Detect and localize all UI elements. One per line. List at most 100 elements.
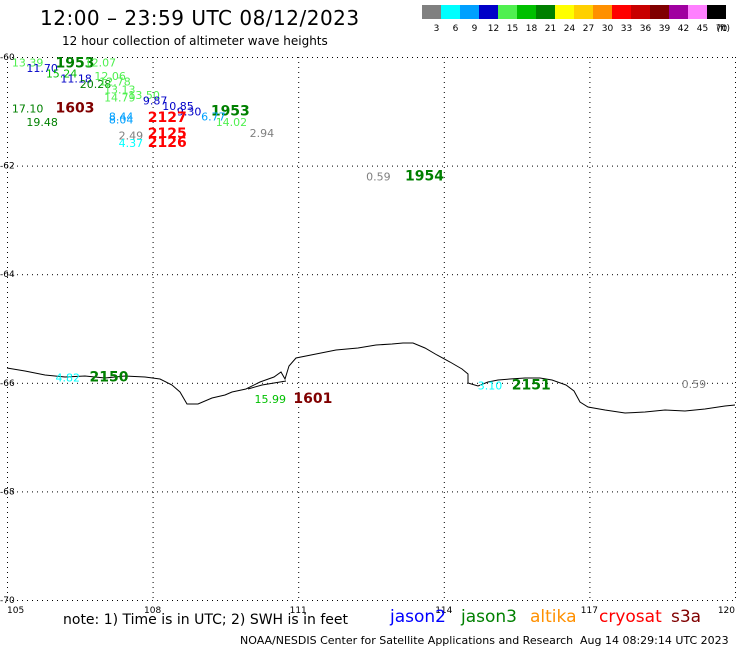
wave-height-value: 15.24 xyxy=(46,67,78,80)
scale-label-30: 30 xyxy=(602,24,614,34)
footer-note: note: 1) Time is in UTC; 2) SWH is in fe… xyxy=(63,612,349,628)
lat-tick-label: -60 xyxy=(0,53,15,63)
footer-credit: NOAA/NESDIS Center for Satellite Applica… xyxy=(240,634,574,647)
wave-height-value: 13.39 xyxy=(12,56,44,69)
scale-swatch-42 xyxy=(669,5,688,19)
lon-tick-label: 117 xyxy=(581,606,598,616)
wave-height-value: 13.50 xyxy=(128,89,160,102)
antarctic-coastline xyxy=(6,342,736,414)
wave-height-value: 12.07 xyxy=(85,56,117,69)
wave-height-value: 9.30 xyxy=(177,105,202,118)
pass-time-label: 2150 xyxy=(90,369,129,385)
page-subtitle: 12 hour collection of altimeter wave hei… xyxy=(62,34,328,48)
wave-height-value: 0.59 xyxy=(682,378,707,391)
lat-lon-grid xyxy=(7,57,736,601)
scale-label-33: 33 xyxy=(621,24,632,34)
scale-swatch-18 xyxy=(517,5,536,19)
wave-height-value: 9.87 xyxy=(143,94,168,107)
lat-tick-label: -66 xyxy=(0,379,15,389)
scale-label-42: 42 xyxy=(678,24,689,34)
wave-height-value: 4.37 xyxy=(119,137,144,150)
pass-time-label: 1601 xyxy=(293,391,332,407)
scale-swatch-30 xyxy=(593,5,612,19)
pass-time-label: 2151 xyxy=(512,378,551,394)
scale-swatch-6 xyxy=(441,5,460,19)
scale-label-6: 6 xyxy=(453,24,459,34)
lat-tick-label: -64 xyxy=(0,270,15,280)
scale-label-12: 12 xyxy=(488,24,499,34)
wave-height-value: 11.70 xyxy=(26,62,58,75)
scale-label-18: 18 xyxy=(526,24,538,34)
page-title: 12:00 – 23:59 UTC 08/12/2023 xyxy=(40,6,360,30)
scale-swatch-3 xyxy=(422,5,441,19)
wave-height-value: 3.10 xyxy=(478,380,503,393)
coastline-inlet xyxy=(247,380,287,390)
wave-height-value: 10.85 xyxy=(162,100,194,113)
scale-label-9: 9 xyxy=(472,24,478,34)
wave-height-value: 4.82 xyxy=(56,371,81,384)
lon-tick-label: 105 xyxy=(7,606,24,616)
scale-swatch-45 xyxy=(688,5,707,19)
mission-cryosat: cryosat xyxy=(599,607,662,627)
scale-swatch-21 xyxy=(536,5,555,19)
wave-height-value: 11.18 xyxy=(60,73,92,86)
scale-swatch-12 xyxy=(479,5,498,19)
scale-label-45: 45 xyxy=(697,24,708,34)
scale-swatch-27 xyxy=(574,5,593,19)
scale-swatch-24 xyxy=(555,5,574,19)
mission-s3a: s3a xyxy=(671,607,702,627)
scale-label-21: 21 xyxy=(545,24,556,34)
pass-time-label: 2127 xyxy=(148,110,187,126)
lon-tick-label: 108 xyxy=(144,606,161,616)
scale-label-70: 70 xyxy=(716,24,728,34)
pass-time-label: 1954 xyxy=(405,168,444,184)
scale-swatch-33 xyxy=(612,5,631,19)
lon-tick-label: 114 xyxy=(435,606,452,616)
lon-tick-label: 111 xyxy=(290,606,307,616)
pass-time-label: 1603 xyxy=(56,101,95,117)
wave-height-value: 8.04 xyxy=(109,113,134,126)
scale-label-3: 3 xyxy=(434,24,440,34)
scale-label-39: 39 xyxy=(659,24,671,34)
wave-height-color-scale: 3 6 9 12 15 18 21 24 27 30 33 36 39 42 45 70(ft) xyxy=(422,5,730,34)
mission-jason3: jason3 xyxy=(461,607,517,627)
lat-tick-label: -70 xyxy=(0,596,15,606)
wave-height-value: 13.13 xyxy=(104,84,136,97)
wave-height-value: 14.02 xyxy=(216,116,248,129)
wave-height-value: 12.06 xyxy=(94,70,126,83)
wave-height-value: 15.99 xyxy=(255,393,287,406)
lat-tick-label: -62 xyxy=(0,162,15,172)
scale-swatch-70 xyxy=(707,5,726,19)
pass-time-label: 1953 xyxy=(211,103,250,119)
scale-unit: (ft) xyxy=(716,24,730,34)
scale-label-27: 27 xyxy=(583,24,594,34)
wave-height-value: 0.59 xyxy=(366,170,391,183)
scale-label-36: 36 xyxy=(640,24,652,34)
wave-height-value: 12.78 xyxy=(99,75,131,88)
wave-height-value: 19.48 xyxy=(26,116,58,129)
scale-swatch-36 xyxy=(631,5,650,19)
mission-jason2: jason2 xyxy=(390,607,446,627)
wave-height-value: 14.79 xyxy=(104,92,136,105)
scale-label-24: 24 xyxy=(564,24,576,34)
scale-swatch-39 xyxy=(650,5,669,19)
axis-tick-labels: 105 108 111 114 117 120 -60 -62 -64 -66 -68 -70 xyxy=(0,53,735,616)
footer-timestamp: Aug 14 08:29:14 UTC 2023 xyxy=(580,634,729,647)
lat-tick-label: -68 xyxy=(0,487,15,497)
wave-height-value: 6.77 xyxy=(201,111,226,124)
scale-swatch-15 xyxy=(498,5,517,19)
scale-label-15: 15 xyxy=(507,24,518,34)
scale-swatch-9 xyxy=(460,5,479,19)
wave-height-value: 2.49 xyxy=(119,130,144,143)
wave-height-value: 8.44 xyxy=(109,111,134,124)
lon-tick-label: 120 xyxy=(718,606,735,616)
mission-altika: altika xyxy=(530,607,577,627)
pass-time-label: 2126 xyxy=(148,135,187,151)
wave-height-value: 2.94 xyxy=(250,127,275,140)
pass-time-label: 2125 xyxy=(148,126,187,142)
pass-time-label: 1953 xyxy=(56,56,95,72)
wave-height-value: 17.10 xyxy=(12,103,44,116)
wave-height-value: 20.28 xyxy=(80,78,112,91)
